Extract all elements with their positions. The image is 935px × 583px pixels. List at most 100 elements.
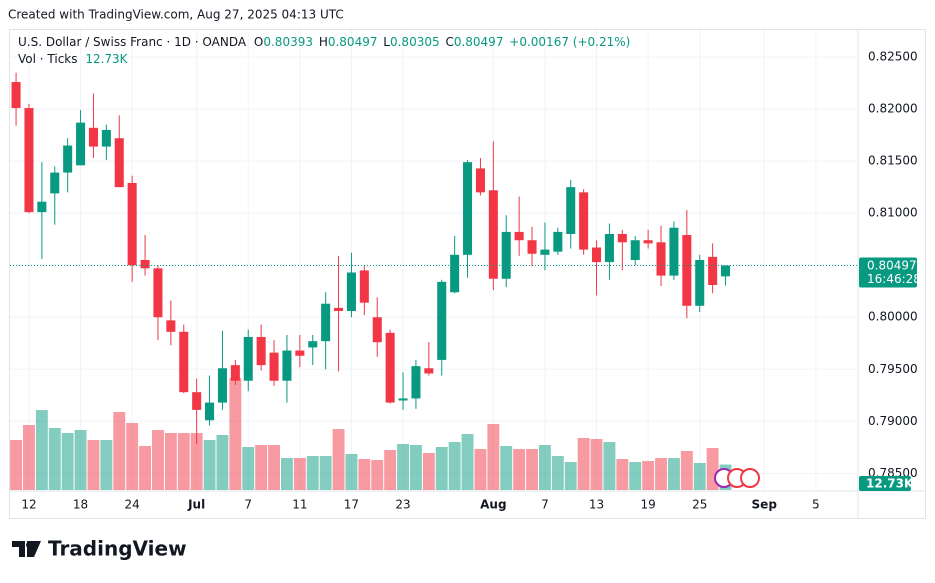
candle-body [230,365,240,381]
volume-bar [113,412,126,490]
volume-bar [461,434,474,490]
candle-body [346,272,356,311]
volume-bar [100,440,113,490]
candle-body [295,350,305,356]
volume-bar [139,446,152,490]
volume-bar [642,461,655,490]
y-tick-label: 0.81000 [868,206,918,220]
volume-bar [577,438,590,490]
x-tick-label: 12 [21,498,36,512]
x-tick-label: 13 [589,498,604,512]
x-tick-label: 7 [541,498,549,512]
symbol: U.S. Dollar / Swiss Franc · 1D · OANDA [18,35,247,49]
candle-body [553,231,563,252]
volume-bar [190,433,203,490]
candle-body [308,341,318,348]
candle-body [463,162,473,255]
chart-frame [9,29,926,519]
volume-bar [74,430,87,490]
countdown: 16:46:28 [867,272,921,286]
legend: U.S. Dollar / Swiss Franc · 1D · OANDA O… [18,35,630,49]
volume-bar [551,456,564,490]
candle-body [501,231,511,279]
logo-mark [12,541,41,557]
volume-bar [564,462,577,490]
candle-body [604,233,614,263]
candle-body [411,366,421,399]
volume-badge [859,476,911,491]
x-tick-label: 19 [640,498,655,512]
candle-body [282,350,292,381]
candle-body [50,172,60,194]
candle-body [579,192,589,250]
axes: 0.785000.790000.795000.800000.805000.810… [10,50,921,512]
volume-pane [10,378,732,490]
candle-body [398,398,408,401]
volume-bar [35,410,48,490]
candle-body [256,337,266,366]
volume-bar [603,442,616,490]
candle-body [243,337,253,381]
volume-bar [203,440,216,490]
volume-bar [152,430,164,490]
candle-body [140,260,150,269]
candle-body [76,122,86,166]
candle-body [630,240,640,260]
y-tick-label: 0.80000 [868,310,918,324]
volume-bar [345,454,358,490]
candle-body [385,332,395,403]
logo-dot [26,542,32,548]
y-tick-label: 0.79000 [868,414,918,428]
volume-bar [61,433,74,490]
volume-bar [255,445,268,490]
volume-bar [422,453,435,490]
brand: TradingView [48,537,187,561]
candle-body [592,247,602,263]
volume-bar [87,440,100,490]
x-tick-label: Sep [752,498,778,512]
volume-bar [500,446,513,490]
candle-body [101,129,111,147]
candle-body [372,317,382,343]
candle-body [643,240,653,244]
candle-body [721,265,731,277]
y-tick-label: 0.82500 [868,50,918,64]
created-note: Created with TradingView.com, Aug 27, 20… [8,8,344,22]
ohlc-key: H [319,35,328,49]
candle-body [566,187,576,234]
candle-body [424,368,434,374]
candle-body [359,270,369,303]
volume-bar [590,439,603,490]
x-tick-label: 24 [125,498,140,512]
volume-bar [268,445,280,490]
volume-bar [126,423,139,490]
last-price: 0.80497 [867,259,917,273]
candle-body [88,127,98,147]
volume-bar [10,440,23,490]
y-tick-label: 0.79500 [868,362,918,376]
volume-bar [164,433,177,490]
candle-body [63,145,73,173]
logo [12,541,41,557]
ohlc-value: 0.80497 [328,35,378,49]
x-tick-label: Aug [480,498,506,512]
indicator-icons [714,468,760,488]
volume-bar [474,449,487,490]
x-tick-label: 17 [344,498,359,512]
y-tick-label: 0.81500 [868,154,918,168]
volume-bar [384,450,397,490]
volume-bar [293,458,306,490]
volume-bar [229,378,242,490]
candle-body [656,242,666,276]
candle-body [127,182,137,266]
candle-body [527,240,537,254]
candle-body [450,254,460,293]
candle-body [37,201,47,213]
x-tick-label: Jul [187,498,205,512]
candle-body [488,190,498,279]
volume-bar [409,445,422,490]
x-tick-label: 11 [292,498,307,512]
ohlc-value: 0.80305 [390,35,440,49]
